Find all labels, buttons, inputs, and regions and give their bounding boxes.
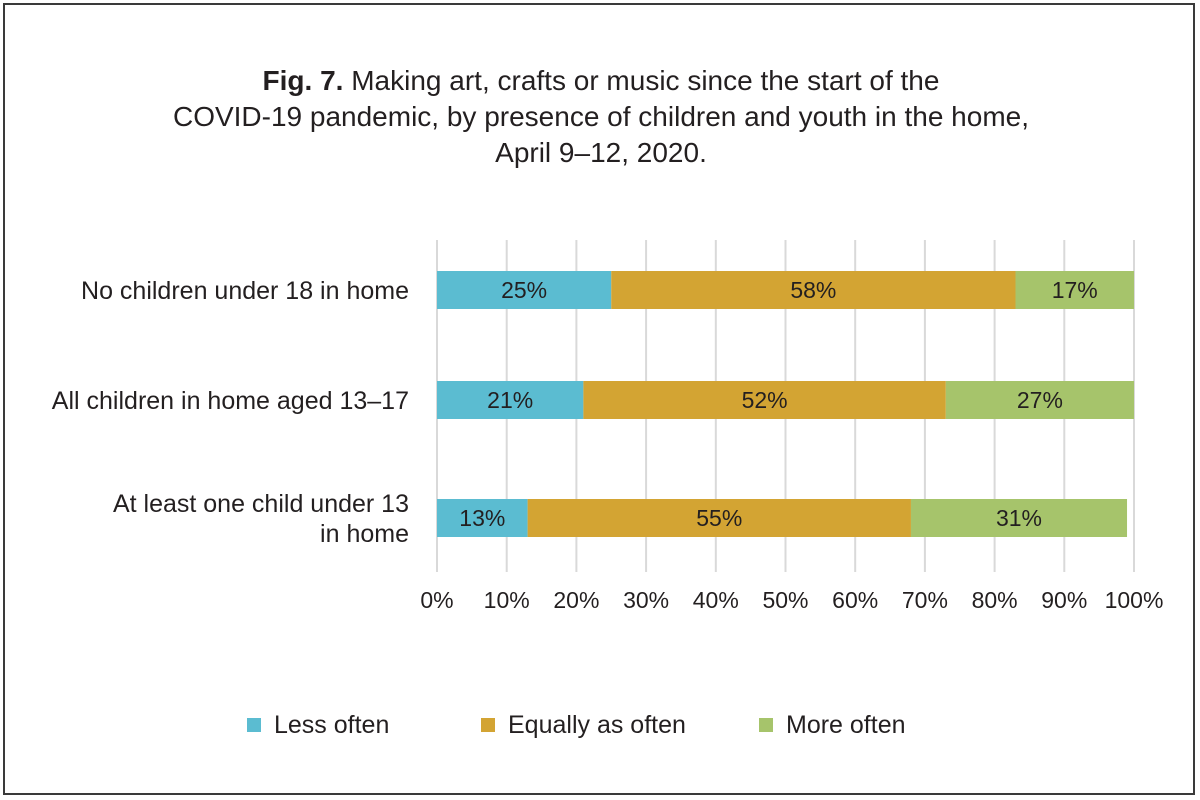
category-label: At least one child under 13 in home — [113, 490, 409, 548]
data-label: 13% — [459, 505, 505, 531]
x-tick-label: 40% — [693, 587, 739, 613]
x-tick-label: 90% — [1041, 587, 1087, 613]
x-tick-label: 50% — [762, 587, 808, 613]
legend-swatch — [481, 718, 495, 732]
category-label-line: in home — [320, 520, 409, 548]
title-text-1: Making art, crafts or music since the st… — [343, 65, 940, 96]
bar-segment — [437, 381, 584, 419]
category-label-line: All children in home aged 13–17 — [52, 387, 409, 415]
legend-label: Less often — [274, 711, 389, 739]
x-tick-label: 20% — [553, 587, 599, 613]
x-tick-label: 0% — [420, 587, 453, 613]
x-tick-label: 60% — [832, 587, 878, 613]
data-label: 58% — [790, 277, 836, 303]
data-label: 25% — [501, 277, 547, 303]
bar-segment — [583, 381, 946, 419]
title-line-2: COVID-19 pandemic, by presence of childr… — [172, 101, 1030, 132]
data-label: 31% — [996, 505, 1042, 531]
bar-segment — [437, 499, 528, 537]
category-label: No children under 18 in home — [81, 277, 409, 305]
data-label: 21% — [487, 387, 533, 413]
title-fig-number: Fig. 7. — [262, 65, 344, 96]
bar-segment — [527, 499, 911, 537]
data-label: 27% — [1017, 387, 1063, 413]
bar-segment — [611, 271, 1016, 309]
data-label: 52% — [742, 387, 788, 413]
legend-swatch — [247, 718, 261, 732]
title-line-3: April 9–12, 2020. — [495, 137, 707, 168]
x-tick-label: 30% — [623, 587, 669, 613]
bar-segment — [1015, 271, 1134, 309]
bar-segment — [945, 381, 1134, 419]
x-tick-label: 10% — [484, 587, 530, 613]
x-tick-label: 70% — [902, 587, 948, 613]
data-label: 55% — [696, 505, 742, 531]
category-label: All children in home aged 13–17 — [52, 387, 409, 415]
category-label-line: No children under 18 in home — [81, 277, 409, 305]
bar-segment — [437, 271, 612, 309]
title-line-1: Fig. 7. Making art, crafts or music sinc… — [5, 63, 1197, 99]
x-tick-label: 100% — [1105, 587, 1164, 613]
legend-swatch — [759, 718, 773, 732]
legend-label: Equally as often — [508, 711, 686, 739]
x-tick-label: 80% — [972, 587, 1018, 613]
chart-title: Fig. 7. Making art, crafts or music sinc… — [5, 63, 1197, 171]
data-label: 17% — [1052, 277, 1098, 303]
category-label-line: At least one child under 13 — [113, 490, 409, 518]
legend-label: More often — [786, 711, 906, 739]
bar-segment — [910, 499, 1128, 537]
